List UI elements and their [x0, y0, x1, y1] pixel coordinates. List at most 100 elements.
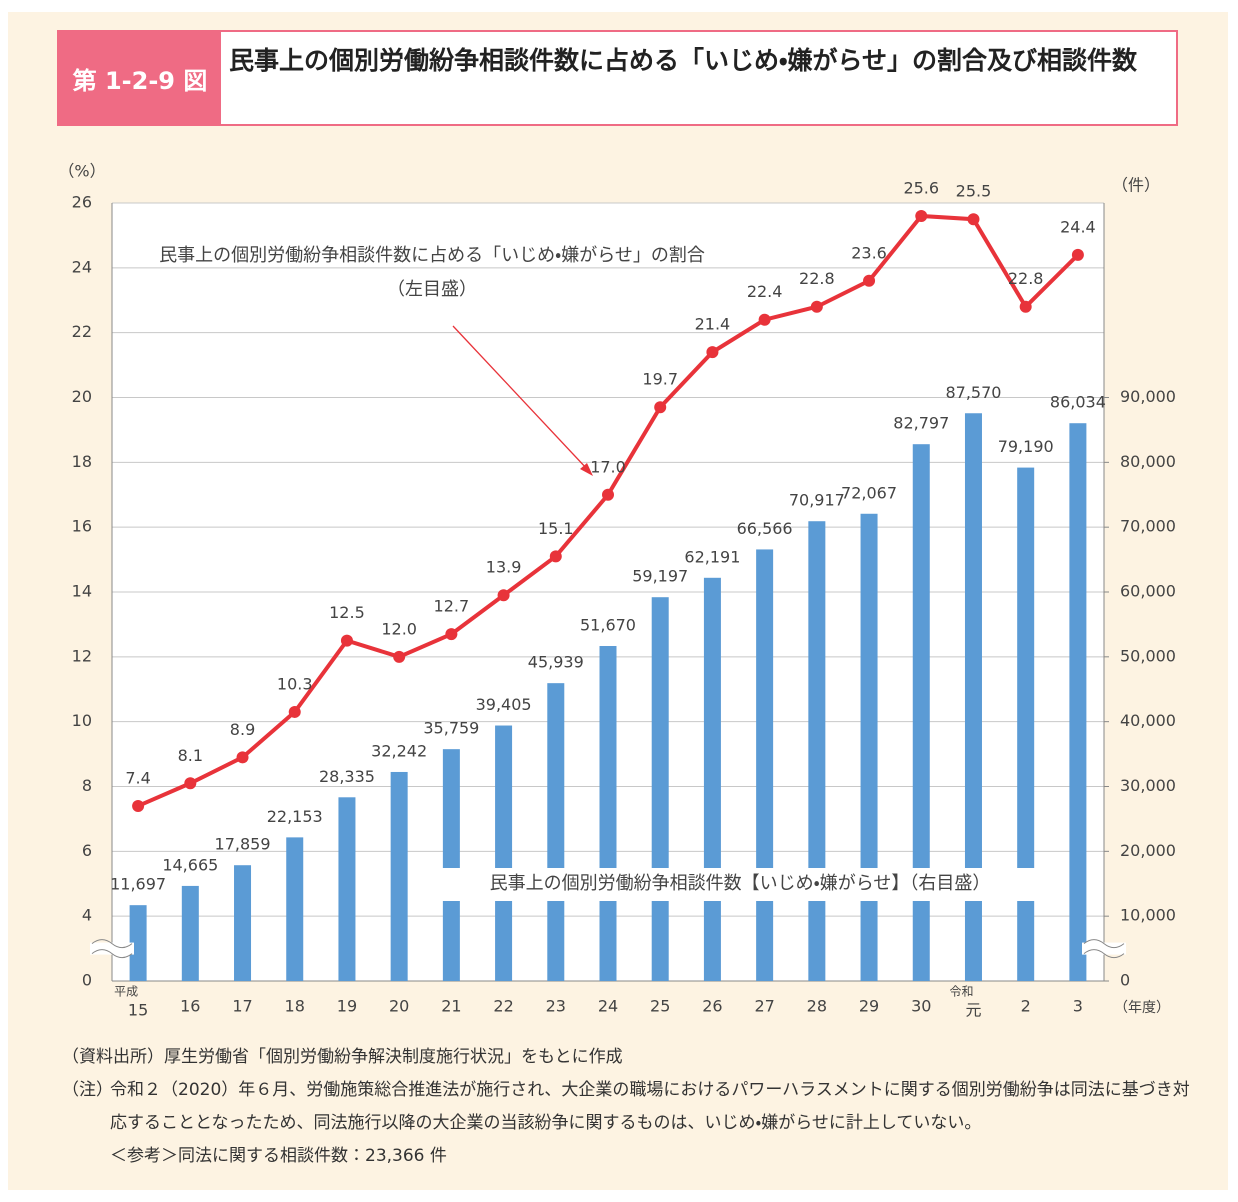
line-marker	[654, 401, 667, 414]
bar	[547, 683, 565, 981]
axis-break	[1083, 949, 1125, 959]
annotation-arrow	[452, 325, 589, 471]
axis-break	[91, 939, 133, 949]
bar	[181, 885, 199, 981]
note-label: （注）	[62, 1080, 113, 1100]
x-tick-label: 23	[546, 997, 566, 1016]
x-tick-label: 25	[650, 997, 670, 1016]
x-tick-label: 2	[1021, 997, 1031, 1016]
x-era-label: 平成	[114, 985, 138, 999]
bar	[286, 837, 304, 981]
line-value-label: 12.5	[329, 603, 365, 622]
line-marker	[184, 777, 197, 790]
x-unit: （年度）	[1114, 1000, 1170, 1016]
bar	[860, 513, 878, 981]
bar-value-label: 51,670	[580, 616, 636, 635]
bar-value-label: 45,939	[528, 653, 584, 672]
bar	[129, 905, 147, 981]
note-text: 令和２（2020）年６月、労働施策総合推進法が施行され、大企業の職場におけるパワ…	[110, 1080, 1190, 1133]
bar-value-label: 39,405	[476, 695, 532, 714]
line-axis-note: （左目盛）	[387, 279, 477, 300]
y-tick-label: 0	[82, 971, 92, 990]
y-tick-label: 6	[82, 841, 92, 860]
x-tick-label: 元	[965, 1001, 981, 1020]
y-tick-label: 12	[72, 646, 92, 665]
y-tick-label: 18	[72, 452, 92, 471]
line-marker	[445, 628, 458, 641]
line-marker	[393, 650, 406, 663]
y2-tick-label: 30,000	[1120, 776, 1176, 795]
line-value-label: 19.7	[642, 370, 678, 389]
bar	[964, 413, 982, 981]
line-marker	[706, 346, 719, 359]
bar-value-label: 72,067	[841, 483, 897, 502]
bar-annotation: 民事上の個別労働紛争相談件数【いじめ・嫌がらせ】（右目盛）	[490, 873, 991, 894]
line-value-label: 21.4	[695, 315, 731, 334]
axis-break	[1083, 939, 1125, 949]
x-tick-label: 28	[807, 997, 827, 1016]
y2-unit: （件）	[1112, 176, 1160, 195]
y-tick-label: 10	[72, 711, 92, 730]
y-tick-label: 14	[72, 582, 92, 601]
line-marker	[967, 213, 980, 226]
bar-value-label: 87,570	[945, 383, 1001, 402]
x-tick-label: 15	[128, 1001, 148, 1020]
line-value-label: 10.3	[277, 674, 313, 693]
line-marker	[758, 313, 771, 326]
x-tick-label: 20	[389, 997, 409, 1016]
reference-note: ＜参考＞同法に関する相談件数：23,366 件	[110, 1146, 447, 1166]
y-unit: （%）	[58, 162, 105, 181]
line-marker	[236, 751, 249, 764]
y-tick-label: 26	[72, 193, 92, 212]
bar	[756, 549, 774, 981]
line-marker	[863, 274, 876, 287]
y-tick-label: 20	[72, 387, 92, 406]
x-tick-label: 17	[232, 997, 252, 1016]
bar	[234, 865, 252, 981]
line-marker	[1071, 248, 1084, 261]
line-value-label: 25.5	[956, 182, 992, 201]
bar	[808, 521, 826, 981]
y-tick-label: 16	[72, 517, 92, 536]
bar	[651, 597, 669, 981]
x-tick-label: 21	[441, 997, 461, 1016]
bar	[703, 577, 721, 981]
y2-tick-label: 90,000	[1120, 387, 1176, 406]
bar-value-label: 35,759	[423, 719, 479, 738]
bar	[390, 771, 408, 981]
line-value-label: 13.9	[486, 558, 522, 577]
axis-break	[91, 949, 133, 959]
bar	[442, 749, 460, 981]
bar-value-label: 66,566	[737, 519, 793, 538]
x-tick-label: 22	[493, 997, 513, 1016]
bar-value-label: 82,797	[893, 414, 949, 433]
bar-value-label: 28,335	[319, 767, 375, 786]
line-marker	[497, 589, 510, 602]
x-tick-label: 24	[598, 997, 618, 1016]
bar	[599, 646, 617, 981]
line-value-label: 24.4	[1060, 217, 1096, 236]
bar-value-label: 59,197	[632, 567, 688, 586]
x-era-label: 令和	[949, 985, 973, 999]
line-value-label: 12.7	[434, 597, 470, 616]
line-value-label: 23.6	[851, 243, 887, 262]
figure-label: 第 1-2-9 図	[59, 32, 221, 124]
x-tick-label: 19	[337, 997, 357, 1016]
bar-value-label: 70,917	[789, 491, 845, 510]
bar	[912, 444, 930, 981]
line-value-label: 15.1	[538, 519, 574, 538]
line-marker	[810, 300, 823, 313]
bar-value-label: 79,190	[998, 437, 1054, 456]
y-tick-label: 8	[82, 776, 92, 795]
y2-tick-label: 20,000	[1120, 841, 1176, 860]
line-value-label: 22.8	[1008, 269, 1044, 288]
bar	[1069, 423, 1087, 981]
y2-tick-label: 10,000	[1120, 906, 1176, 925]
line-marker	[340, 634, 353, 647]
x-tick-label: 27	[754, 997, 774, 1016]
y2-tick-label: 40,000	[1120, 711, 1176, 730]
line-value-label: 22.8	[799, 269, 835, 288]
line-marker	[288, 705, 301, 718]
y2-tick-label: 50,000	[1120, 646, 1176, 665]
